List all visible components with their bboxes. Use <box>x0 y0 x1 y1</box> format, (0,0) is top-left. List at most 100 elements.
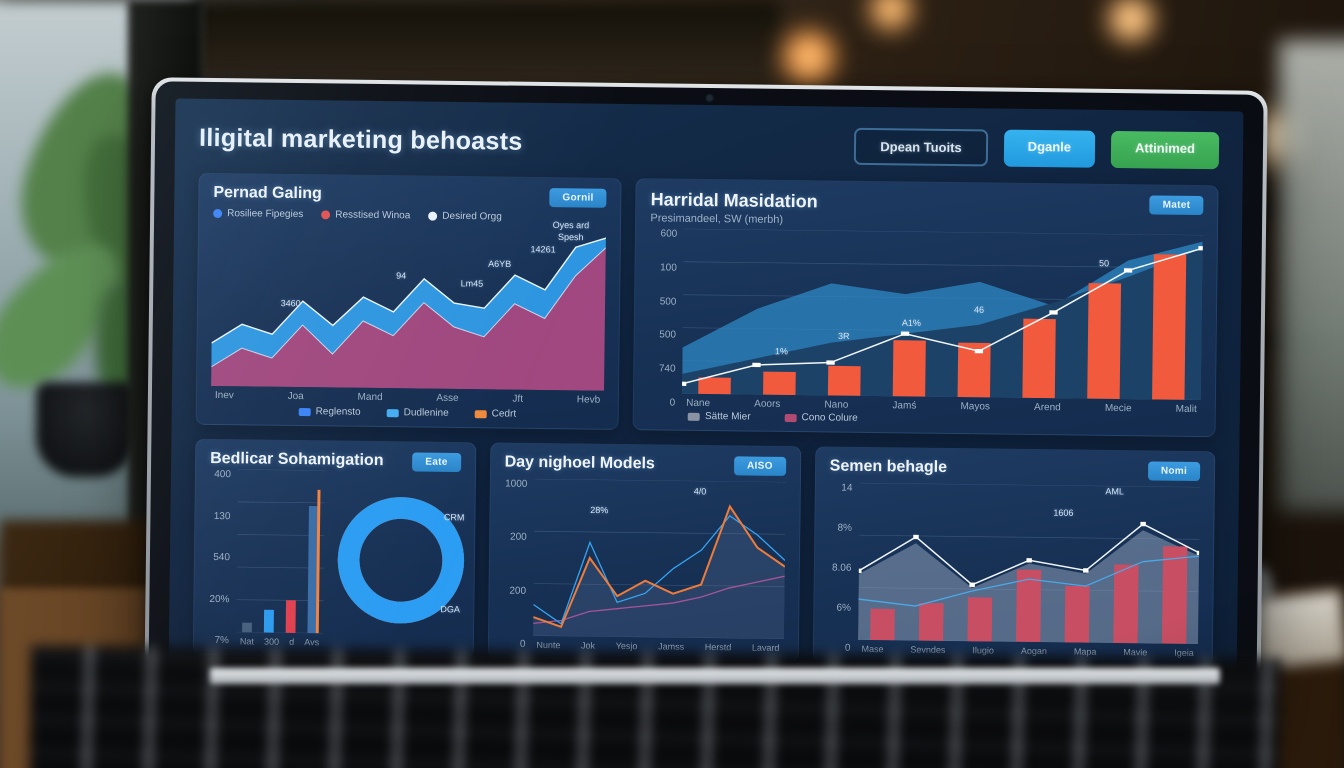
axis-label: Hevb <box>576 394 601 406</box>
axis-label: Ilugio <box>972 645 994 656</box>
axis-label: Malit <box>1175 403 1197 415</box>
panel-segmentation: Bedlicar Sohamigation Eate 400 130 540 20% 7… <box>192 438 476 659</box>
confirm-action-button[interactable]: Attinimed <box>1110 130 1220 169</box>
axis-label: Herstd <box>704 642 732 653</box>
dashboard-header: Iligital marketing behoasts Dpean Tuoits… <box>199 115 1220 173</box>
primary-action-button[interactable]: Dganle <box>1003 129 1096 168</box>
open-tools-button[interactable]: Dpean Tuoits <box>854 127 988 166</box>
legend-swatch <box>213 208 223 219</box>
combo-chart: 1% 3R A1% 46 50 <box>682 229 1203 401</box>
dashboard: Iligital marketing behoasts Dpean Tuoits… <box>168 98 1244 685</box>
y-axis: 14 8% 8.06 6% 0 <box>827 483 859 654</box>
axis-label: Mase <box>861 643 884 655</box>
axis-label: Avs <box>304 637 320 648</box>
axis-label: 600 <box>660 228 678 240</box>
axis-label: Inev <box>214 390 234 402</box>
legend-bottom: Reglensto Dudlenine Cedrt <box>211 405 604 421</box>
bokeh-light <box>1106 0 1156 44</box>
axis-label: 400 <box>214 468 232 481</box>
y-axis: 1000 200 200 0 <box>502 479 534 650</box>
legend-swatch <box>687 412 701 421</box>
bokeh-light <box>780 28 838 86</box>
legend-swatch <box>321 210 331 220</box>
axis-label: Mand <box>357 391 383 404</box>
axis-label: Mecie <box>1104 402 1132 415</box>
panel-title: Day nighoel Models <box>504 453 655 473</box>
axis-label: 200 <box>509 531 527 544</box>
legend-swatch <box>298 407 311 416</box>
axis-label: Lavard <box>751 642 780 653</box>
axis-label: Igeia <box>1174 647 1194 658</box>
axis-label: 500 <box>659 296 677 308</box>
panel-badge[interactable]: AISO <box>733 456 786 476</box>
axis-label: Jok <box>581 640 596 651</box>
y-axis: 400 130 540 20% 7% <box>208 469 238 646</box>
legend-item: Desired Orgg <box>428 210 502 223</box>
panel-subtitle: Presimandeel, SW (merbh) <box>650 212 784 226</box>
legend-item: Cono Colure <box>784 412 858 424</box>
legend-label: Sätte Mier <box>704 410 751 423</box>
axis-label: 0 <box>844 642 851 654</box>
axis-label: 8% <box>837 522 853 534</box>
panel-header: Day nighoel Models AISO <box>505 454 786 476</box>
axis-label: 1000 <box>505 478 528 490</box>
mini-bar-chart <box>236 469 325 633</box>
top-row: Pernad Galing Gornil Rosiliee Fipegies Re… <box>195 172 1219 438</box>
axis-label: 200 <box>509 585 527 597</box>
axis-label: 100 <box>660 262 677 274</box>
legend-label: Desired Orgg <box>442 210 502 223</box>
axis-label: Mavie <box>1123 647 1148 658</box>
axis-label: Joa <box>287 390 304 403</box>
panel-badge[interactable]: Eate <box>412 452 461 473</box>
axis-label: d <box>289 636 295 647</box>
laptop-hinge <box>210 668 1220 684</box>
axis-label: Aoors <box>754 398 781 410</box>
line-chart: 28% 4/0 <box>533 479 786 639</box>
mixed-chart: 1606 AML <box>857 483 1200 645</box>
x-axis: Nat 300 d Avs <box>236 632 323 647</box>
axis-label: 20% <box>209 593 230 605</box>
panel-badge[interactable]: Matet <box>1149 195 1204 216</box>
legend-item: Cedrt <box>474 408 517 420</box>
laptop-screen: Iligital marketing behoasts Dpean Tuoits… <box>148 81 1264 705</box>
axis-label: Jamś <box>892 400 917 412</box>
axis-label: Asse <box>436 392 459 404</box>
plant-pot <box>36 382 136 477</box>
panel-header: Pernad Galing Gornil <box>213 184 607 208</box>
legend-swatch <box>386 408 399 417</box>
laptop: Iligital marketing behoasts Dpean Tuoits… <box>144 77 1268 709</box>
axis-label: 540 <box>213 551 231 564</box>
panel-title: Semen behagle <box>829 457 948 476</box>
panel-title: Harridal Masidation <box>650 189 818 212</box>
axis-label: Yesjo <box>615 640 638 652</box>
panel-revenue: Harridal Masidation Presimandeel, SW (me… <box>632 178 1219 438</box>
legend-label: Cedrt <box>491 408 517 420</box>
legend-swatch <box>784 413 797 422</box>
laptop-keyboard <box>29 645 1281 768</box>
legend-label: Rosiliee Fipegies <box>227 208 304 221</box>
axis-label: 300 <box>263 636 280 647</box>
legend-item: Sätte Mier <box>687 410 751 423</box>
area-chart: 3460 94 Lm45 A6YB 14261 Oyes ard Spesh <box>211 219 606 391</box>
legend-label: Dudlenine <box>403 407 449 419</box>
axis-label: 0 <box>519 638 526 650</box>
axis-label: Mapa <box>1073 646 1097 657</box>
webcam-icon <box>706 94 713 102</box>
axis-label: 8.06 <box>831 562 852 574</box>
panel-header: Harridal Masidation Presimandeel, SW (me… <box>650 189 1204 231</box>
panel-badge[interactable]: Nomi <box>1147 461 1201 482</box>
axis-label: Mayos <box>960 401 991 413</box>
axis-label: 130 <box>213 510 231 522</box>
axis-label: 6% <box>836 602 852 614</box>
axis-label: Jamss <box>658 641 685 652</box>
axis-label: 740 <box>658 363 676 375</box>
panel-badge[interactable]: Gornil <box>549 188 607 208</box>
donut-chart: CRM DGA <box>331 470 471 649</box>
axis-label: Sevndes <box>910 644 946 655</box>
axis-label: Arend <box>1033 402 1061 414</box>
axis-label: Nano <box>824 399 849 411</box>
window-reflection <box>1279 40 1344 510</box>
axis-label: 14 <box>841 482 853 494</box>
header-actions: Dpean Tuoits Dganle Attinimed <box>854 127 1220 169</box>
